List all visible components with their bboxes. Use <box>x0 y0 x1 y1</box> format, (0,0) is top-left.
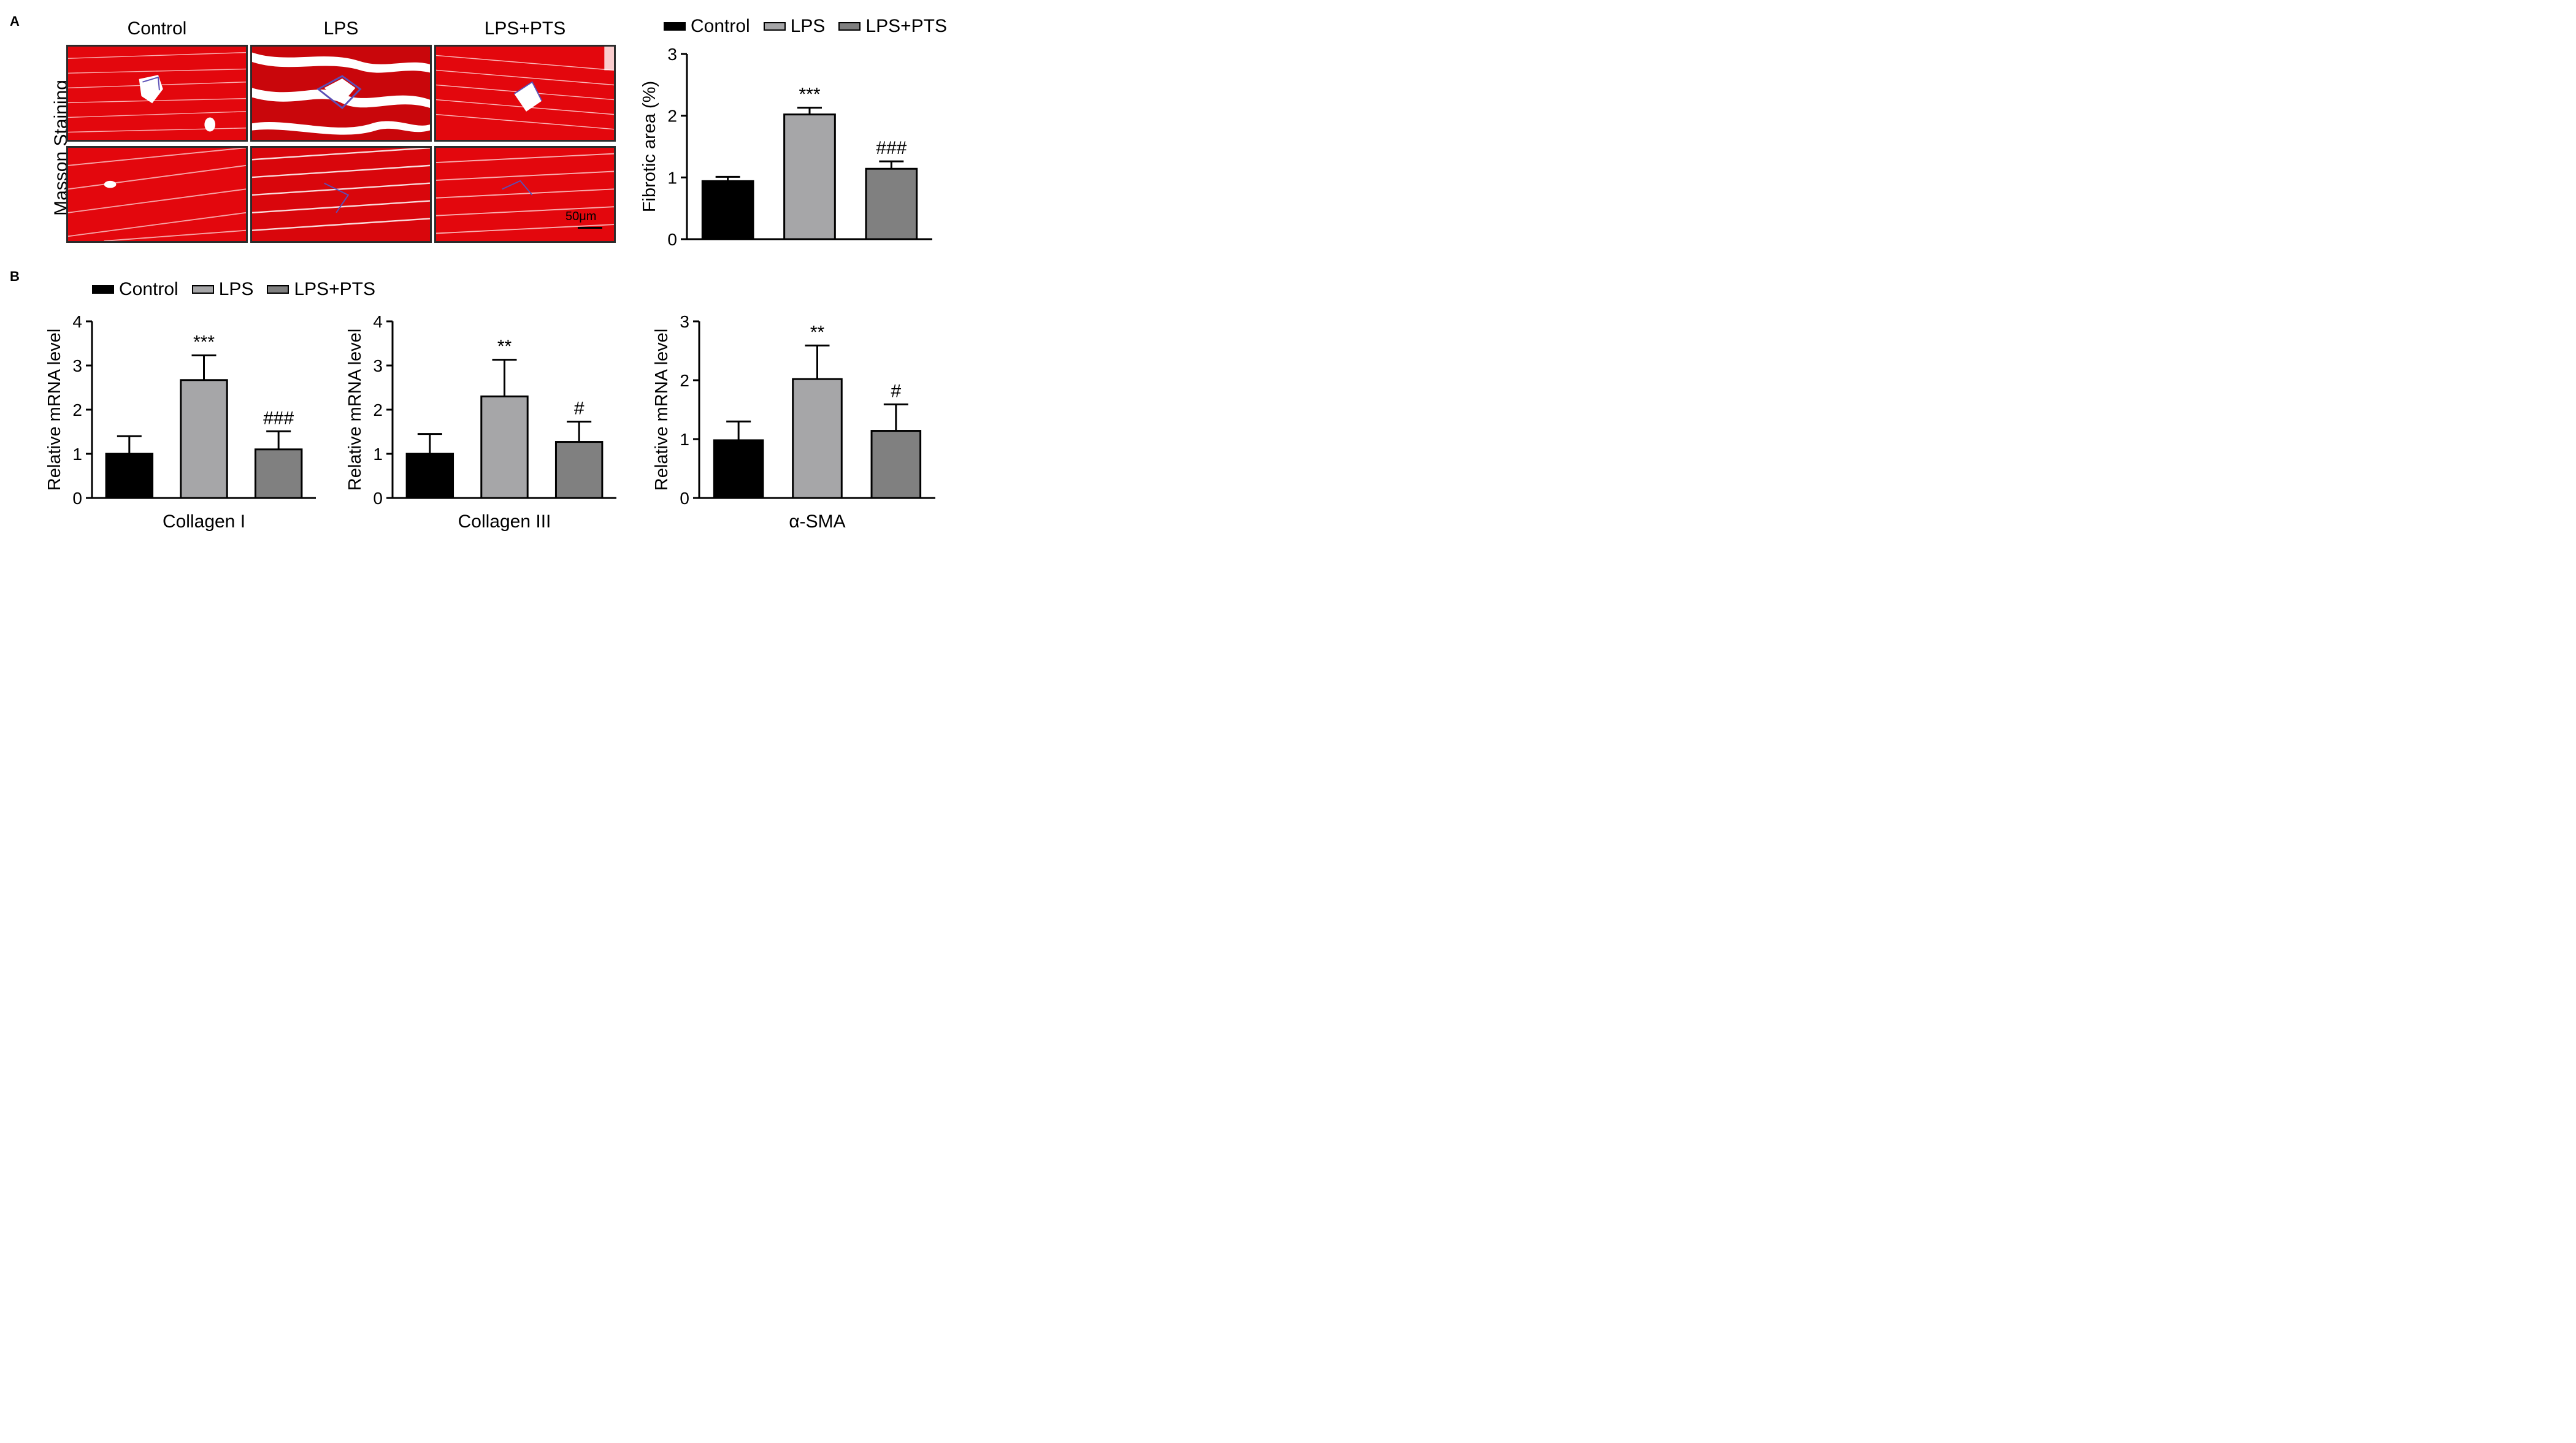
bar-control <box>105 453 154 499</box>
chart-collagen-iii: 0 1 2 3 4 Relative mRNA level Collagen III ** # <box>345 312 616 532</box>
y-tick-label: 2 <box>72 400 82 419</box>
bar-lps <box>783 113 836 240</box>
legend-item-control: Control <box>664 16 750 37</box>
legend-label-lps-b: LPS <box>218 279 254 299</box>
significance-label: ### <box>263 408 294 428</box>
significance-label: ** <box>810 322 825 342</box>
chart-collagen-i: 0 1 2 3 4 Relative mRNA level Collagen I *** ### <box>45 312 316 532</box>
y-tick-label: 1 <box>72 445 82 464</box>
legend-label-lps-pts-b: LPS+PTS <box>294 279 376 299</box>
x-axis-title: Collagen III <box>458 511 551 532</box>
column-label-lps-pts: LPS+PTS <box>484 18 566 39</box>
legend-item-lps-b: LPS <box>191 279 254 300</box>
scale-bar <box>578 227 602 229</box>
y-tick-label: 0 <box>373 489 383 508</box>
legend-item-lps: LPS <box>763 16 826 37</box>
y-tick-label: 2 <box>667 107 677 126</box>
x-axis-title: Collagen I <box>163 511 245 532</box>
legend-panel-b: Control LPS LPS+PTS <box>92 279 375 300</box>
column-label-control: Control <box>127 18 187 39</box>
column-label-lps: LPS <box>323 18 359 39</box>
panel-b-label: B <box>10 269 20 284</box>
micrograph-lps-bottom <box>250 146 432 243</box>
legend-label-control-b: Control <box>119 279 178 299</box>
bar-lps-pts <box>554 441 604 499</box>
bar-control <box>713 439 764 499</box>
legend-item-control-b: Control <box>92 279 178 300</box>
legend-label-lps: LPS <box>790 16 826 36</box>
y-tick-label: 1 <box>373 445 383 464</box>
bar-control <box>701 180 754 240</box>
y-axis-title: Relative mRNA level <box>345 329 365 491</box>
y-tick-label: 1 <box>667 168 677 187</box>
bar-lps-pts <box>870 430 922 499</box>
legend-swatch-control <box>664 22 686 31</box>
x-axis-title: α-SMA <box>789 511 845 532</box>
y-tick-label: 3 <box>373 356 383 375</box>
y-axis-title: Relative mRNA level <box>652 329 672 491</box>
legend-swatch-lps-pts-b <box>267 285 289 294</box>
y-tick-label: 4 <box>373 312 383 331</box>
legend-panel-a: Control LPS LPS+PTS <box>664 16 947 37</box>
significance-label: # <box>574 398 585 418</box>
y-tick-label: 1 <box>680 430 689 449</box>
legend-swatch-lps-pts <box>838 22 861 31</box>
scale-bar-label: 50μm <box>565 210 597 223</box>
legend-item-lps-pts: LPS+PTS <box>838 16 947 37</box>
significance-label: # <box>891 381 901 401</box>
y-axis-title: Fibrotic area (%) <box>640 81 659 212</box>
significance-label: *** <box>193 332 215 352</box>
y-axis-title: Relative mRNA level <box>45 329 64 491</box>
bar-lps <box>480 395 529 499</box>
y-tick-label: 2 <box>373 400 383 419</box>
micrograph-lps-pts-top <box>434 45 616 142</box>
legend-swatch-control-b <box>92 285 114 294</box>
legend-swatch-lps <box>763 22 786 31</box>
micrograph-lps-top <box>250 45 432 142</box>
y-tick-label: 0 <box>667 230 677 249</box>
micrograph-control-top <box>66 45 248 142</box>
significance-label: ### <box>876 138 907 158</box>
legend-swatch-lps-b <box>191 285 214 294</box>
y-tick-label: 3 <box>667 45 677 64</box>
bar-lps-pts <box>865 167 918 240</box>
bar-control <box>405 453 454 499</box>
y-tick-label: 0 <box>680 489 689 508</box>
chart-fibrotic-area: 0 1 2 3 Fibrotic area (%) *** ### <box>640 45 932 249</box>
micrograph-lps-pts-bottom <box>434 146 616 243</box>
y-tick-label: 2 <box>680 371 689 390</box>
micrograph-control-bottom <box>66 146 248 243</box>
y-tick-label: 0 <box>72 489 82 508</box>
legend-label-lps-pts: LPS+PTS <box>865 16 948 36</box>
bar-lps <box>180 379 228 499</box>
bar-lps-pts <box>254 448 303 499</box>
legend-label-control: Control <box>691 16 750 36</box>
y-tick-label: 3 <box>680 312 689 331</box>
y-tick-label: 4 <box>72 312 82 331</box>
y-tick-label: 3 <box>72 356 82 375</box>
bar-lps <box>792 378 843 499</box>
panel-a-label: A <box>10 13 20 29</box>
chart-alpha-sma: 0 1 2 3 Relative mRNA level α-SMA ** # <box>652 312 935 532</box>
legend-item-lps-pts-b: LPS+PTS <box>267 279 375 300</box>
significance-label: *** <box>799 85 820 105</box>
significance-label: ** <box>497 337 512 357</box>
